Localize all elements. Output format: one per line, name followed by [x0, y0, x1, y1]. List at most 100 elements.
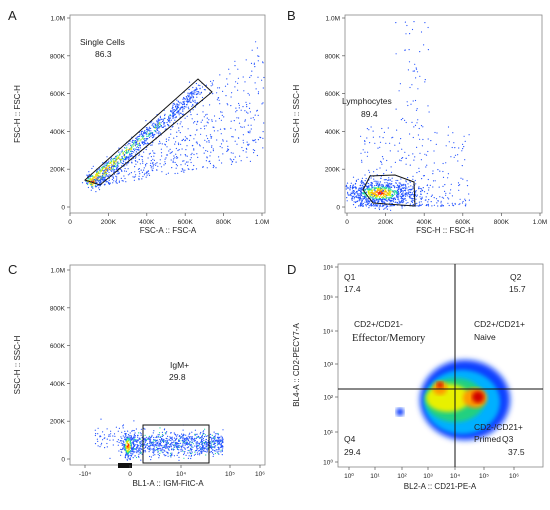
event-dot [87, 182, 89, 184]
event-dot [404, 194, 406, 196]
event-dot [167, 448, 170, 450]
event-dot [176, 165, 178, 167]
event-dot [127, 434, 130, 436]
event-dot [116, 176, 118, 178]
event-dot [180, 170, 182, 172]
event-dot [196, 123, 198, 125]
event-dot [155, 444, 157, 446]
event-dot [111, 178, 113, 181]
event-dot [139, 437, 141, 439]
event-dot [222, 446, 224, 448]
event-dot [182, 103, 184, 105]
event-dot [201, 451, 203, 453]
gate-single-cells[interactable] [84, 78, 213, 186]
event-dot [160, 122, 162, 124]
event-dot [215, 167, 217, 169]
event-dot [116, 167, 118, 169]
event-dot [230, 127, 232, 129]
event-dot [209, 436, 211, 438]
event-dot [205, 445, 207, 448]
event-dot [405, 193, 407, 195]
event-dot [160, 126, 162, 128]
event-dot [448, 141, 450, 143]
event-dot [399, 201, 401, 204]
event-dot [115, 426, 117, 428]
event-dot [140, 133, 142, 135]
event-dot [237, 82, 239, 84]
event-dot [195, 82, 197, 85]
event-dot [362, 203, 364, 205]
event-dot [214, 452, 216, 455]
event-dot [211, 145, 213, 147]
gate-lymphocytes[interactable] [362, 174, 416, 207]
event-dot [390, 201, 392, 203]
event-dot [169, 148, 171, 150]
event-dot [420, 125, 423, 127]
b-ytick-label: 600K [325, 91, 341, 98]
event-dot [120, 168, 122, 171]
event-dot [86, 182, 88, 184]
event-dot [144, 172, 146, 174]
event-dot [141, 135, 143, 137]
event-dot [188, 139, 191, 141]
event-dot [122, 427, 124, 429]
event-dot [202, 444, 204, 446]
event-dot [152, 450, 154, 452]
event-dot [115, 165, 117, 167]
event-dot [150, 456, 152, 458]
event-dot [152, 123, 154, 125]
event-dot [136, 446, 138, 449]
event-dot [389, 183, 391, 185]
panel-letter-a: A [8, 8, 17, 23]
event-dot [400, 193, 402, 195]
event-dot [375, 198, 377, 201]
event-dot [221, 162, 223, 164]
event-dot [382, 137, 384, 139]
event-dot [99, 179, 102, 181]
event-dot [397, 202, 399, 204]
x-axis-label-b: FSC-H :: FSC-H [416, 226, 474, 235]
event-dot [353, 198, 355, 200]
event-dot [103, 437, 105, 439]
event-dot [415, 68, 418, 70]
event-dot [151, 121, 153, 123]
event-dot [384, 204, 386, 206]
event-dot [101, 442, 103, 444]
event-dot [146, 132, 148, 134]
event-dot [249, 102, 251, 104]
event-dot [387, 185, 389, 187]
event-dot [227, 148, 229, 150]
event-dot [137, 451, 139, 453]
event-dot [415, 198, 417, 200]
event-dot [206, 121, 208, 123]
event-dot [377, 194, 379, 196]
event-dot [160, 447, 162, 449]
event-dot [164, 163, 166, 165]
event-dot [164, 122, 166, 124]
event-dot [125, 434, 127, 436]
event-dot [223, 116, 225, 118]
q3-name: Q3 [502, 434, 514, 444]
event-dot [139, 444, 141, 446]
event-dot [202, 105, 204, 107]
event-dot [395, 53, 397, 55]
event-dot [118, 427, 120, 429]
event-dot [181, 433, 183, 435]
gate-igm-positive[interactable] [142, 424, 210, 464]
a-xtick-label: 800K [216, 219, 232, 226]
gate-label-lymphocytes: Lymphocytes [342, 96, 392, 106]
event-dot [167, 453, 169, 455]
event-dot [101, 179, 103, 181]
event-dot [411, 192, 413, 194]
event-dot [98, 169, 100, 171]
event-dot [232, 136, 234, 138]
event-dot [182, 441, 184, 443]
event-dot [189, 450, 191, 452]
event-dot [400, 199, 403, 201]
event-dot [373, 187, 375, 189]
event-dot [216, 440, 218, 442]
event-dot [391, 177, 393, 179]
event-dot [168, 118, 170, 120]
event-dot [409, 181, 411, 183]
event-dot [145, 445, 147, 447]
